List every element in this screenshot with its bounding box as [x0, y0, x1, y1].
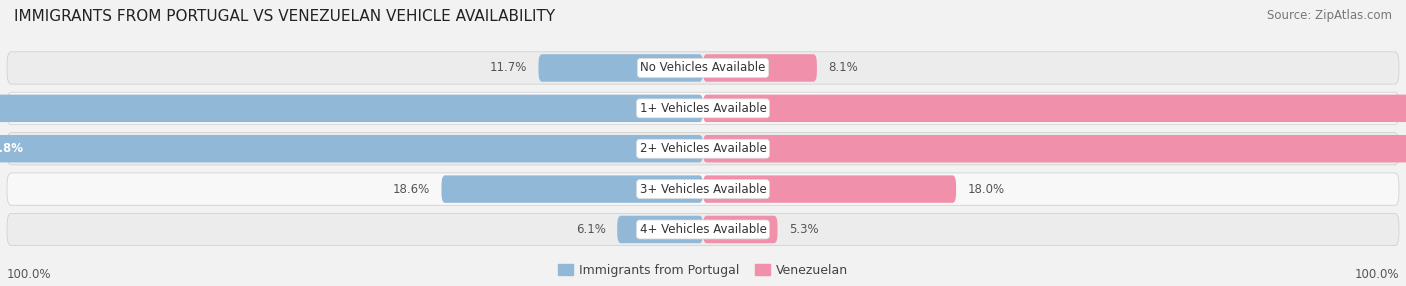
FancyBboxPatch shape [703, 95, 1406, 122]
Text: 2+ Vehicles Available: 2+ Vehicles Available [640, 142, 766, 155]
Text: 18.6%: 18.6% [394, 182, 430, 196]
FancyBboxPatch shape [0, 135, 703, 162]
FancyBboxPatch shape [7, 213, 1399, 246]
Text: 8.1%: 8.1% [828, 61, 858, 74]
Text: 18.0%: 18.0% [967, 182, 1004, 196]
FancyBboxPatch shape [703, 216, 778, 243]
FancyBboxPatch shape [703, 175, 956, 203]
FancyBboxPatch shape [0, 95, 703, 122]
Text: 100.0%: 100.0% [1354, 268, 1399, 281]
Legend: Immigrants from Portugal, Venezuelan: Immigrants from Portugal, Venezuelan [558, 264, 848, 277]
FancyBboxPatch shape [7, 133, 1399, 165]
Text: 4+ Vehicles Available: 4+ Vehicles Available [640, 223, 766, 236]
Text: 3+ Vehicles Available: 3+ Vehicles Available [640, 182, 766, 196]
FancyBboxPatch shape [7, 173, 1399, 205]
Text: 1+ Vehicles Available: 1+ Vehicles Available [640, 102, 766, 115]
Text: Source: ZipAtlas.com: Source: ZipAtlas.com [1267, 9, 1392, 21]
Text: 5.3%: 5.3% [789, 223, 818, 236]
FancyBboxPatch shape [441, 175, 703, 203]
Text: IMMIGRANTS FROM PORTUGAL VS VENEZUELAN VEHICLE AVAILABILITY: IMMIGRANTS FROM PORTUGAL VS VENEZUELAN V… [14, 9, 555, 23]
FancyBboxPatch shape [703, 54, 817, 82]
FancyBboxPatch shape [703, 135, 1406, 162]
Text: 6.1%: 6.1% [576, 223, 606, 236]
Text: No Vehicles Available: No Vehicles Available [640, 61, 766, 74]
FancyBboxPatch shape [538, 54, 703, 82]
FancyBboxPatch shape [7, 52, 1399, 84]
Text: 52.8%: 52.8% [0, 142, 22, 155]
Text: 11.7%: 11.7% [489, 61, 527, 74]
FancyBboxPatch shape [7, 92, 1399, 124]
Text: 100.0%: 100.0% [7, 268, 52, 281]
FancyBboxPatch shape [617, 216, 703, 243]
